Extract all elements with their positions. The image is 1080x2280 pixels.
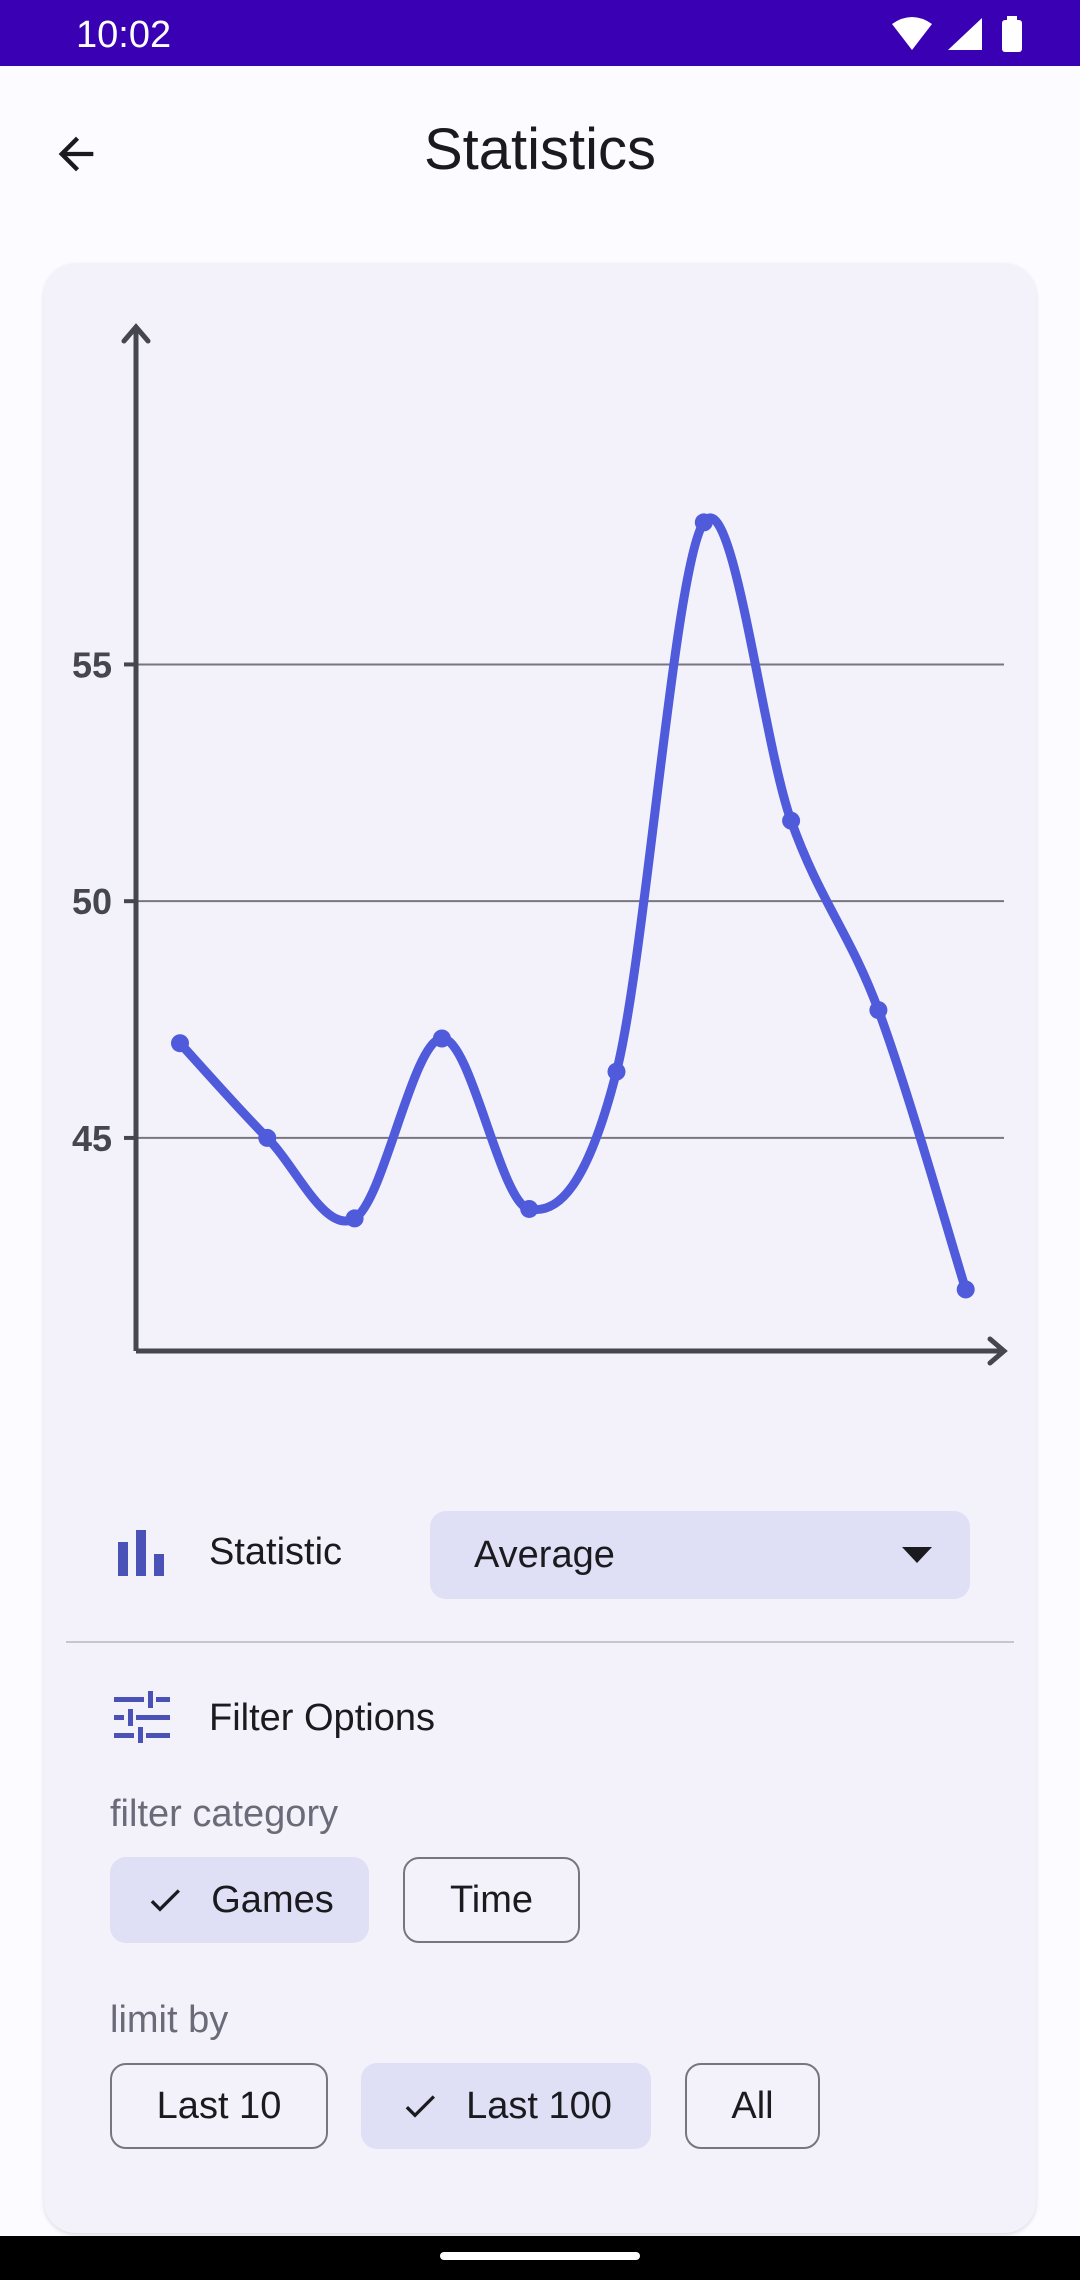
data-point bbox=[695, 513, 713, 531]
chip-label: Last 10 bbox=[157, 2085, 282, 2128]
data-point bbox=[520, 1200, 538, 1218]
tune-icon bbox=[114, 1691, 170, 1743]
chip-label: All bbox=[731, 2085, 773, 2128]
data-point bbox=[258, 1129, 276, 1147]
chip-label: Time bbox=[450, 1879, 533, 1922]
bar-chart-icon bbox=[116, 1528, 166, 1578]
divider bbox=[66, 1641, 1014, 1643]
chip-all[interactable]: All bbox=[685, 2063, 820, 2149]
app-bar: Statistics bbox=[0, 66, 1080, 242]
data-point bbox=[957, 1280, 975, 1298]
chip-last-10[interactable]: Last 10 bbox=[110, 2063, 328, 2149]
statistic-label: Statistic bbox=[209, 1531, 342, 1574]
y-tick-label: 45 bbox=[72, 1118, 112, 1159]
filter-options-label: Filter Options bbox=[209, 1697, 435, 1740]
series-line bbox=[180, 518, 966, 1290]
chip-time[interactable]: Time bbox=[403, 1857, 580, 1943]
y-tick-label: 50 bbox=[72, 881, 112, 922]
filter-category-label: filter category bbox=[110, 1793, 338, 1836]
navigation-bar bbox=[0, 2236, 1080, 2280]
signal-icon bbox=[948, 18, 982, 50]
statistic-dropdown[interactable]: Average bbox=[430, 1511, 970, 1599]
data-point bbox=[346, 1209, 364, 1227]
data-point bbox=[782, 812, 800, 830]
data-point bbox=[433, 1029, 451, 1047]
statistics-card: 45 50 55 Statistic Average bbox=[44, 263, 1036, 2233]
check-icon bbox=[400, 2086, 440, 2126]
statistic-selected-value: Average bbox=[474, 1534, 615, 1577]
data-point bbox=[869, 1001, 887, 1019]
chip-label: Last 100 bbox=[466, 2085, 612, 2128]
home-handle[interactable] bbox=[440, 2252, 640, 2260]
filter-options-header[interactable]: Filter Options bbox=[44, 1673, 1036, 1763]
y-tick-label: 55 bbox=[72, 644, 112, 685]
statistic-row: Statistic Average bbox=[44, 1503, 1036, 1603]
limit-by-label: limit by bbox=[110, 1999, 228, 2042]
chip-last-100[interactable]: Last 100 bbox=[361, 2063, 651, 2149]
chip-label: Games bbox=[211, 1879, 333, 1922]
page-title: Statistics bbox=[0, 116, 1080, 183]
dropdown-arrow-icon bbox=[902, 1545, 932, 1565]
wifi-icon bbox=[892, 17, 932, 50]
status-icons bbox=[890, 14, 1040, 54]
battery-icon bbox=[1002, 16, 1022, 52]
data-point bbox=[171, 1034, 189, 1052]
check-icon bbox=[145, 1880, 185, 1920]
chart: 45 50 55 bbox=[44, 263, 1036, 1423]
data-point bbox=[608, 1063, 626, 1081]
status-time: 10:02 bbox=[76, 14, 171, 57]
chip-games[interactable]: Games bbox=[110, 1857, 369, 1943]
status-bar: 10:02 bbox=[0, 0, 1080, 66]
